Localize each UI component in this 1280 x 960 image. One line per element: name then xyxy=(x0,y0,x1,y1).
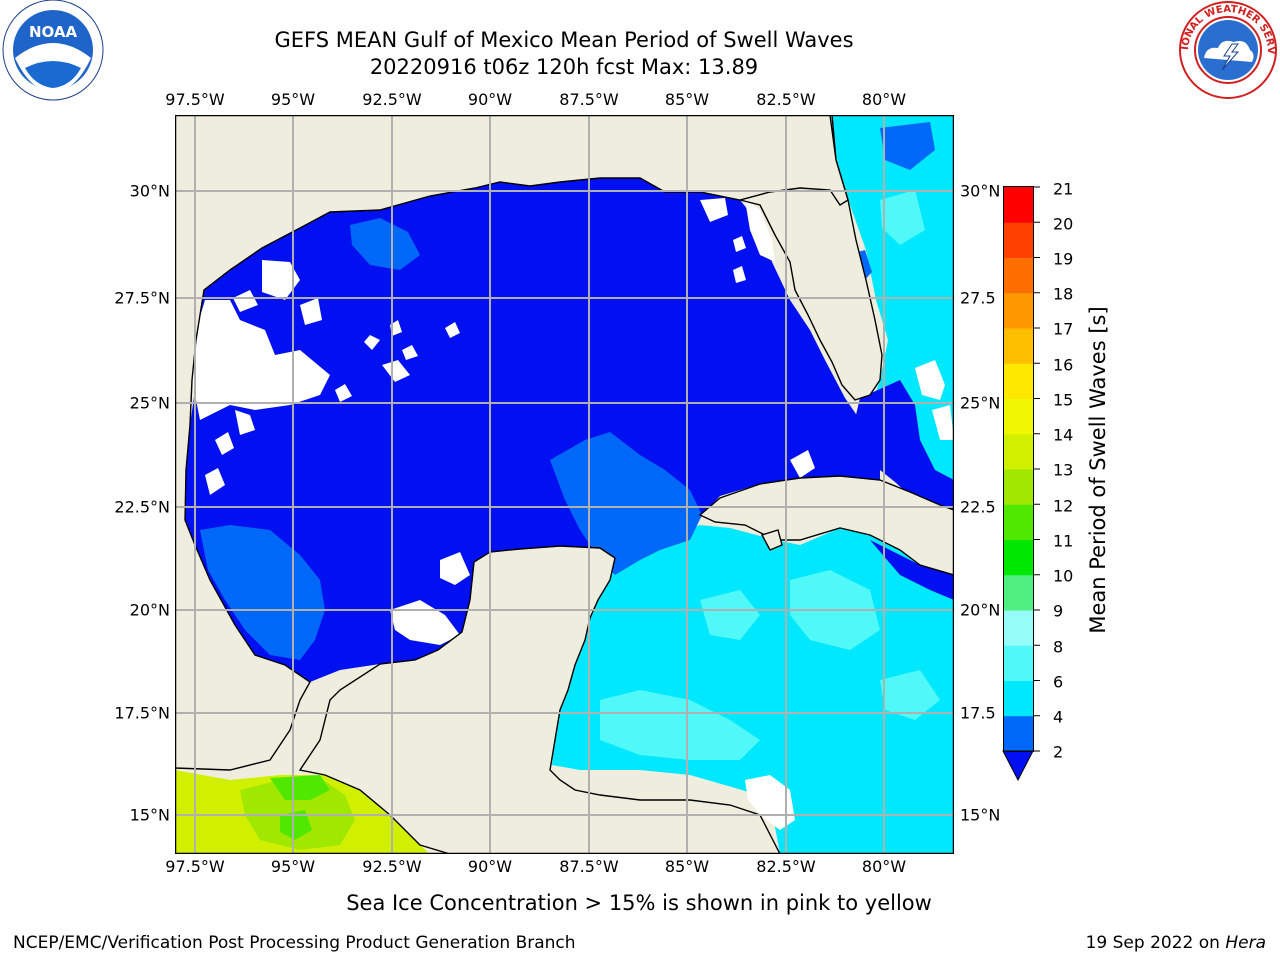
colorbar-segment xyxy=(1003,680,1034,717)
colorbar-segment xyxy=(1003,187,1034,223)
lat-label: 15°N xyxy=(129,805,170,825)
colorbar-tick-label: 6 xyxy=(1053,672,1064,692)
lon-label: 92.5°W xyxy=(362,857,422,876)
colorbar-tick-label: 8 xyxy=(1053,637,1064,657)
lat-label: 22.5°N xyxy=(114,497,170,517)
colorbar-title: Mean Period of Swell Waves [s] xyxy=(1086,306,1110,634)
lat-label: 30°N xyxy=(960,181,1001,201)
machine-name: Hera xyxy=(1225,933,1266,953)
colorbar-tick-label: 9 xyxy=(1053,601,1064,621)
lat-label: 15°N xyxy=(960,805,1001,825)
date-stamp: 19 Sep 2022 on Hera xyxy=(1086,933,1266,953)
colorbar-tick-label: 2 xyxy=(1053,742,1064,762)
lon-label: 80°W xyxy=(861,90,907,109)
gulf-of-mexico-map xyxy=(175,115,954,854)
sea-ice-note: Sea Ice Concentration > 15% is shown in … xyxy=(346,891,932,915)
lat-label: 17.5°N xyxy=(114,703,170,723)
lat-label: 25°N xyxy=(129,393,170,413)
colorbar-segment xyxy=(1003,222,1034,258)
colorbar-segment xyxy=(1003,398,1034,435)
colorbar-tick-label: 13 xyxy=(1053,460,1074,480)
gulf-water xyxy=(185,178,880,682)
atlantic-water xyxy=(830,115,954,520)
lon-label: 85°W xyxy=(664,90,710,109)
colorbar-segment xyxy=(1003,645,1034,681)
date-text: 19 Sep 2022 on xyxy=(1085,933,1220,953)
colorbar-segment xyxy=(1003,539,1034,576)
map-title: GEFS MEAN Gulf of Mexico Mean Period of … xyxy=(274,28,854,52)
colorbar-segment xyxy=(1003,469,1034,505)
colorbar xyxy=(1002,186,1040,782)
colorbar-tick-label: 14 xyxy=(1053,425,1074,445)
colorbar-extend-arrow xyxy=(1002,750,1034,782)
colorbar-tick-label: 10 xyxy=(1053,566,1074,586)
lon-label: 97.5°W xyxy=(165,857,225,876)
lon-label: 92.5°W xyxy=(362,90,422,109)
lon-label: 85°W xyxy=(664,857,710,876)
lat-label: 22.5 xyxy=(960,497,996,517)
colorbar-tick-label: 20 xyxy=(1053,214,1074,234)
graticule xyxy=(175,115,954,854)
colorbar-segment xyxy=(1003,257,1034,294)
colorbar-tick-label: 11 xyxy=(1053,531,1074,551)
credit-text: NCEP/EMC/Verification Post Processing Pr… xyxy=(13,933,576,953)
lat-label: 20°N xyxy=(129,600,170,620)
missing-data-areas xyxy=(192,198,954,830)
colorbar-segment xyxy=(1003,715,1034,752)
colorbar-segment xyxy=(1003,574,1034,611)
lon-label: 97.5°W xyxy=(165,90,225,109)
colorbar-segment xyxy=(1003,433,1034,470)
colorbar-tick-label: 19 xyxy=(1053,249,1074,269)
lon-label: 82.5°W xyxy=(756,857,816,876)
lat-label: 25°N xyxy=(960,393,1001,413)
lon-label: 90°W xyxy=(467,90,513,109)
lon-label: 95°W xyxy=(270,90,316,109)
colorbar-tick-label: 17 xyxy=(1053,319,1074,339)
lon-label: 90°W xyxy=(467,857,513,876)
colorbar-tick-label: 21 xyxy=(1053,179,1074,199)
lat-label: 27.5 xyxy=(960,288,996,308)
colorbar-tick-label: 18 xyxy=(1053,284,1074,304)
lon-label: 95°W xyxy=(270,857,316,876)
colorbar-segment xyxy=(1003,328,1034,364)
map-subtitle: 20220916 t06z 120h fcst Max: 13.89 xyxy=(369,55,759,79)
lat-label: 20°N xyxy=(960,600,1001,620)
colorbar-segment xyxy=(1003,363,1034,399)
colorbar-tick-label: 4 xyxy=(1053,707,1064,727)
lat-label: 17.5 xyxy=(960,703,996,723)
colorbar-segment xyxy=(1003,610,1034,646)
lon-label: 80°W xyxy=(861,857,907,876)
nws-logo: NATIONAL WEATHER SERVICE xyxy=(1176,0,1277,99)
colorbar-segment xyxy=(1003,292,1034,329)
map-frame xyxy=(175,115,954,854)
colorbar-tick-label: 16 xyxy=(1053,355,1074,375)
lon-label: 82.5°W xyxy=(756,90,816,109)
lon-label: 87.5°W xyxy=(559,90,619,109)
colorbar-tick-label: 12 xyxy=(1053,496,1074,516)
lat-label: 27.5°N xyxy=(114,288,170,308)
noaa-logo: NOAA xyxy=(2,0,104,101)
lon-label: 87.5°W xyxy=(559,857,619,876)
lat-label: 30°N xyxy=(129,181,170,201)
colorbar-segment xyxy=(1003,504,1034,540)
colorbar-tick-label: 15 xyxy=(1053,390,1074,410)
noaa-logo-text: NOAA xyxy=(29,23,78,41)
